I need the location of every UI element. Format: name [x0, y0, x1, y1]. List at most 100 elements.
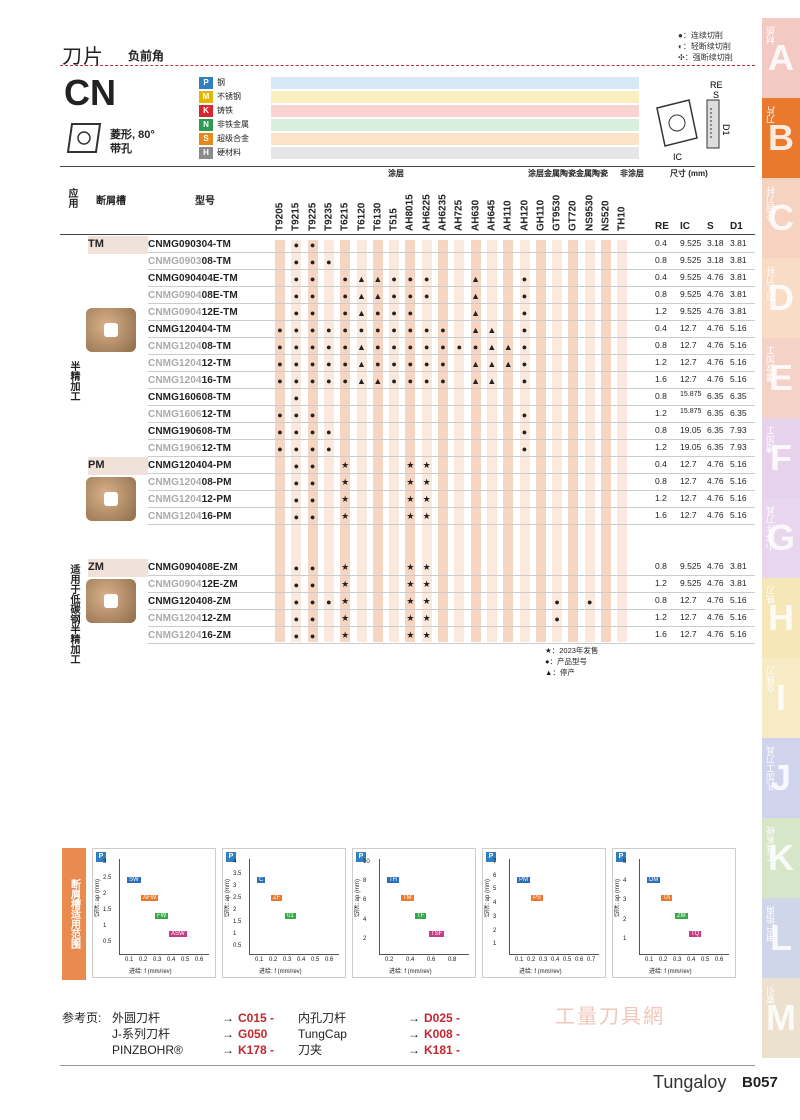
- dim-value-d1: 7.93: [730, 425, 747, 435]
- availability-mark: ●: [326, 596, 332, 607]
- side-tab-i[interactable]: I 立铣刀: [762, 658, 800, 738]
- dim-header-re: RE: [655, 221, 669, 232]
- tab-label: 工具系统: [766, 826, 776, 862]
- grade-column-band: [307, 240, 318, 642]
- x-tick-label: 0.4: [297, 957, 306, 963]
- table-row[interactable]: CNMG090404E-TM ● ● ● ▲ ▲ ● ● ● ▲ ● 0.4 9.525 4.76 3.81: [148, 270, 755, 287]
- availability-mark: ●: [277, 358, 283, 369]
- reference-page-link[interactable]: G050: [238, 1027, 268, 1041]
- y-tick-label: 10: [363, 859, 370, 865]
- dim-value-re: 0.8: [655, 476, 667, 486]
- tab-letter: F: [770, 437, 792, 478]
- model-name-prefix: CNMG1204: [148, 374, 202, 386]
- table-row[interactable]: CNMG120412-PM ● ● ★ ★ ★ 1.2 12.7 4.76 5.16: [148, 491, 755, 508]
- table-row[interactable]: CNMG090408E-ZM ● ● ★ ★ ★ 0.8 9.525 4.76 3.81: [148, 559, 755, 576]
- range-zone-th: TH: [387, 877, 399, 883]
- side-tab-f[interactable]: F 槽加工: [762, 418, 800, 498]
- side-tab-e[interactable]: E 螺纹加工: [762, 338, 800, 418]
- grade-column-band: [421, 240, 432, 642]
- range-chart: P 10 8 6 4 2 0.2 0.4 0.6 0.8 TH TM TF TSF 进给: f (mm/re…: [352, 848, 476, 978]
- table-row[interactable]: CNMG120412-ZM ● ● ★ ★ ★ ● 1.2 12.7 4.76 5.16: [148, 610, 755, 627]
- side-tab-l[interactable]: L 用户指南: [762, 898, 800, 978]
- table-row[interactable]: CNMG120408-ZM ● ● ● ★ ★ ★ ● ● 0.8 12.7 4.76 5.16: [148, 593, 755, 610]
- dim-value-s: 6.35: [707, 425, 724, 435]
- dim-value-re: 0.8: [655, 289, 667, 299]
- application-label: 适用于低碳钢半精加工: [68, 564, 79, 664]
- table-row[interactable]: CNMG120412-TM ● ● ● ● ● ▲ ● ● ● ● ● ▲ ▲ ▲ ● 1.2 12.7 4.76 5…: [148, 355, 755, 372]
- brand-name: Tungaloy: [653, 1072, 727, 1092]
- table-row[interactable]: CNMG090308-TM ● ● ● 0.8 9.525 3.18 3.81: [148, 253, 755, 270]
- dim-value-ic: 12.7: [680, 323, 697, 333]
- table-row[interactable]: CNMG090412E-ZM ● ● ★ ★ ★ 1.2 9.525 4.76 3.81: [148, 576, 755, 593]
- table-row[interactable]: CNMG120416-ZM ● ● ★ ★ ★ 1.6 12.7 4.76 5.16: [148, 627, 755, 644]
- dim-value-ic: 9.525: [680, 255, 702, 265]
- side-tab-d[interactable]: D 内孔刀杆: [762, 258, 800, 338]
- availability-mark: ★: [406, 562, 415, 572]
- table-row[interactable]: CNMG120404-TM ● ● ● ● ● ● ● ● ● ● ● ▲ ▲ ● 0.4 12.7 4.76 5.…: [148, 321, 755, 338]
- dim-value-s: 4.76: [707, 340, 724, 350]
- dim-value-ic: 12.7: [680, 357, 697, 367]
- range-zone-afw: AFW: [141, 895, 159, 901]
- material-code: H: [199, 146, 213, 159]
- model-name-prefix: CNMG1204: [148, 493, 202, 505]
- tab-letter: C: [768, 197, 794, 238]
- grade-column-band: [275, 240, 285, 642]
- range-zone-pm: PM: [517, 877, 530, 883]
- reference-name: PINZBOHR®: [112, 1043, 183, 1057]
- reference-page-link[interactable]: C015 -: [238, 1011, 275, 1025]
- side-tab-m[interactable]: M 索引: [762, 978, 800, 1058]
- dim-value-s: 6.35: [707, 391, 724, 401]
- grade-t6130: T6130: [372, 202, 384, 231]
- table-row[interactable]: CNMG120416-PM ● ● ★ ★ ★ 1.6 12.7 4.76 5.16: [148, 508, 755, 525]
- side-tab-k[interactable]: K 工具系统: [762, 818, 800, 898]
- side-tab-h[interactable]: H 铣刀: [762, 578, 800, 658]
- table-top-line: [60, 166, 755, 167]
- range-zone-asw: ASW: [169, 931, 187, 937]
- grade-ah110: AH110: [502, 200, 514, 231]
- dim-value-d1: 5.16: [730, 629, 747, 639]
- x-tick-label: 0.2: [139, 957, 148, 963]
- side-tab-g[interactable]: G 小零件刀具: [762, 498, 800, 578]
- availability-mark: ★: [422, 596, 431, 606]
- availability-mark: ●: [326, 426, 332, 437]
- availability-mark: ●: [293, 409, 300, 420]
- availability-mark: ●: [423, 358, 430, 369]
- dim-value-re: 1.6: [655, 374, 667, 384]
- tab-label: 孔加工刀具: [766, 746, 776, 791]
- side-tab-a[interactable]: A 材质: [762, 18, 800, 98]
- dim-value-ic: 12.7: [680, 612, 697, 622]
- model-name-suffix: 08-PM: [201, 476, 232, 488]
- table-row[interactable]: CNMG190612-TM ● ● ● ● ● 1.2 19.05 6.35 7.93: [148, 440, 755, 457]
- tab-label: 小零件刀具: [766, 506, 776, 551]
- table-row[interactable]: CNMG090408E-TM ● ● ● ▲ ▲ ● ● ● ▲ ● 0.8 9.525 4.76 3.81: [148, 287, 755, 304]
- y-axis-label: 切深: ap (mm): [95, 879, 101, 917]
- grade-column-band: [372, 240, 383, 642]
- side-tab-j[interactable]: J 孔加工刀具: [762, 738, 800, 818]
- table-row[interactable]: CNMG120404-PM ● ● ★ ★ ★ 0.4 12.7 4.76 5.16: [148, 457, 755, 474]
- table-row[interactable]: CNMG090412E-TM ● ● ● ▲ ● ● ● ▲ ● 1.2 9.525 4.76 3.81: [148, 304, 755, 321]
- reference-page-link[interactable]: K178 -: [238, 1043, 275, 1057]
- availability-mark: ●: [472, 341, 479, 352]
- dim-value-s: 4.76: [707, 595, 724, 605]
- header-uncoated: 非涂层: [620, 169, 644, 178]
- table-row[interactable]: CNMG190608-TM ● ● ● ● ● 0.8 19.05 6.35 7.93: [148, 423, 755, 440]
- steel-badge: P: [616, 852, 626, 862]
- table-row[interactable]: CNMG120408-PM ● ● ★ ★ ★ 0.8 12.7 4.76 5.16: [148, 474, 755, 491]
- reference-page-link[interactable]: K008 -: [424, 1027, 461, 1041]
- table-row[interactable]: CNMG090304-TM ● ● 0.4 9.525 3.18 3.81: [148, 236, 755, 253]
- availability-mark: ●: [293, 256, 300, 267]
- table-row[interactable]: CNMG120408-TM ● ● ● ● ● ▲ ● ● ● ● ● ● ● ▲ ▲ ● 0.8 12.7 4.76…: [148, 338, 755, 355]
- reference-page-link[interactable]: D025 -: [424, 1011, 461, 1025]
- side-tab-b[interactable]: B 刀片: [762, 98, 800, 178]
- x-tick-label: 0.6: [575, 957, 584, 963]
- table-row[interactable]: CNMG160612-TM ● ● ● ● 1.2 15.875 6.35 6.35: [148, 406, 755, 423]
- y-tick-label: 3.5: [233, 871, 242, 877]
- availability-mark: ▲: [373, 375, 383, 386]
- table-row[interactable]: CNMG160608-TM ● 0.8 15.875 6.35 6.35: [148, 389, 755, 406]
- side-tab-c[interactable]: C 外圆刀杆: [762, 178, 800, 258]
- chipbreaker-bar-zm: [88, 559, 148, 577]
- legend-heavy-interrupted: ✣：强断续切削: [678, 53, 733, 62]
- x-tick-label: 0.6: [715, 957, 724, 963]
- table-row[interactable]: CNMG120416-TM ● ● ● ● ● ▲ ▲ ● ● ● ● ▲ ▲ ● 1.6 12.7 4.76 5.…: [148, 372, 755, 389]
- reference-page-link[interactable]: K181 -: [424, 1043, 461, 1057]
